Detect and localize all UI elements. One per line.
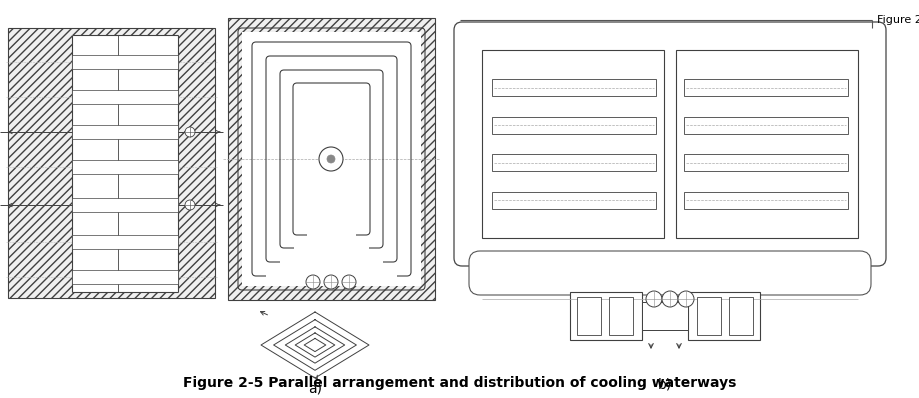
Bar <box>72 125 177 139</box>
Bar <box>641 302 687 330</box>
Circle shape <box>326 155 335 163</box>
Bar <box>492 79 655 96</box>
Bar <box>492 192 655 209</box>
Bar <box>608 297 632 335</box>
Circle shape <box>185 200 195 210</box>
Circle shape <box>342 275 356 289</box>
Circle shape <box>677 291 693 307</box>
Bar <box>683 154 847 171</box>
Bar <box>307 229 356 244</box>
Text: a): a) <box>308 381 322 395</box>
Bar <box>683 192 847 209</box>
Circle shape <box>185 127 195 137</box>
Circle shape <box>306 275 320 289</box>
Bar <box>228 18 435 300</box>
FancyBboxPatch shape <box>453 22 885 266</box>
Bar <box>242 32 421 286</box>
Bar <box>683 117 847 134</box>
Circle shape <box>662 291 677 307</box>
Bar <box>482 50 664 238</box>
Text: Figure 2-5 Parallel arrangement and distribution of cooling waterways: Figure 2-5 Parallel arrangement and dist… <box>183 376 736 390</box>
Circle shape <box>319 147 343 171</box>
Text: Figure 2-6b): Figure 2-6b) <box>876 15 919 25</box>
Bar <box>683 79 847 96</box>
Bar <box>576 297 600 335</box>
Bar <box>266 270 397 286</box>
Bar <box>687 292 759 340</box>
Circle shape <box>645 291 662 307</box>
Bar <box>72 55 177 69</box>
Bar <box>72 270 177 284</box>
Bar <box>492 117 655 134</box>
Bar <box>570 292 641 340</box>
Bar <box>697 297 720 335</box>
Bar <box>72 198 177 212</box>
Bar <box>279 256 382 272</box>
Bar <box>72 160 177 174</box>
FancyBboxPatch shape <box>469 251 870 295</box>
Bar <box>72 90 177 104</box>
Bar <box>492 154 655 171</box>
Bar <box>8 28 215 298</box>
Circle shape <box>323 275 337 289</box>
Text: b): b) <box>657 378 672 392</box>
Bar <box>728 297 752 335</box>
Bar <box>294 242 369 258</box>
Bar <box>72 235 177 249</box>
Bar <box>675 50 857 238</box>
Bar <box>72 35 177 292</box>
